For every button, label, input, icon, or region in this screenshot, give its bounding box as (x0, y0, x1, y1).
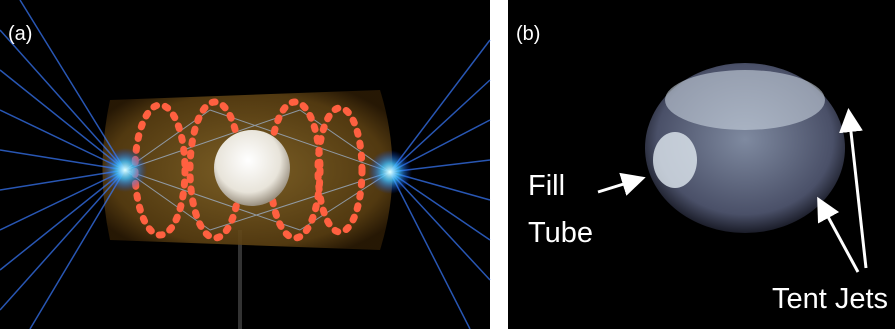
entrance-hole (368, 150, 412, 194)
panel-a: (a) (0, 0, 490, 329)
fill-tube-spot (653, 132, 697, 188)
panel-label: (a) (8, 23, 32, 45)
capsule (214, 130, 290, 206)
figure: (a) (b) Fill Tube Tent Jets (0, 0, 895, 329)
bright-region (665, 70, 825, 130)
annotation: Tent Jets (772, 283, 888, 315)
annotation: Fill (528, 170, 565, 202)
entrance-hole (103, 148, 147, 192)
annotation: Tube (528, 217, 593, 249)
panel-label: (b) (516, 23, 540, 45)
panel-b: (b) Fill Tube Tent Jets (508, 0, 895, 329)
